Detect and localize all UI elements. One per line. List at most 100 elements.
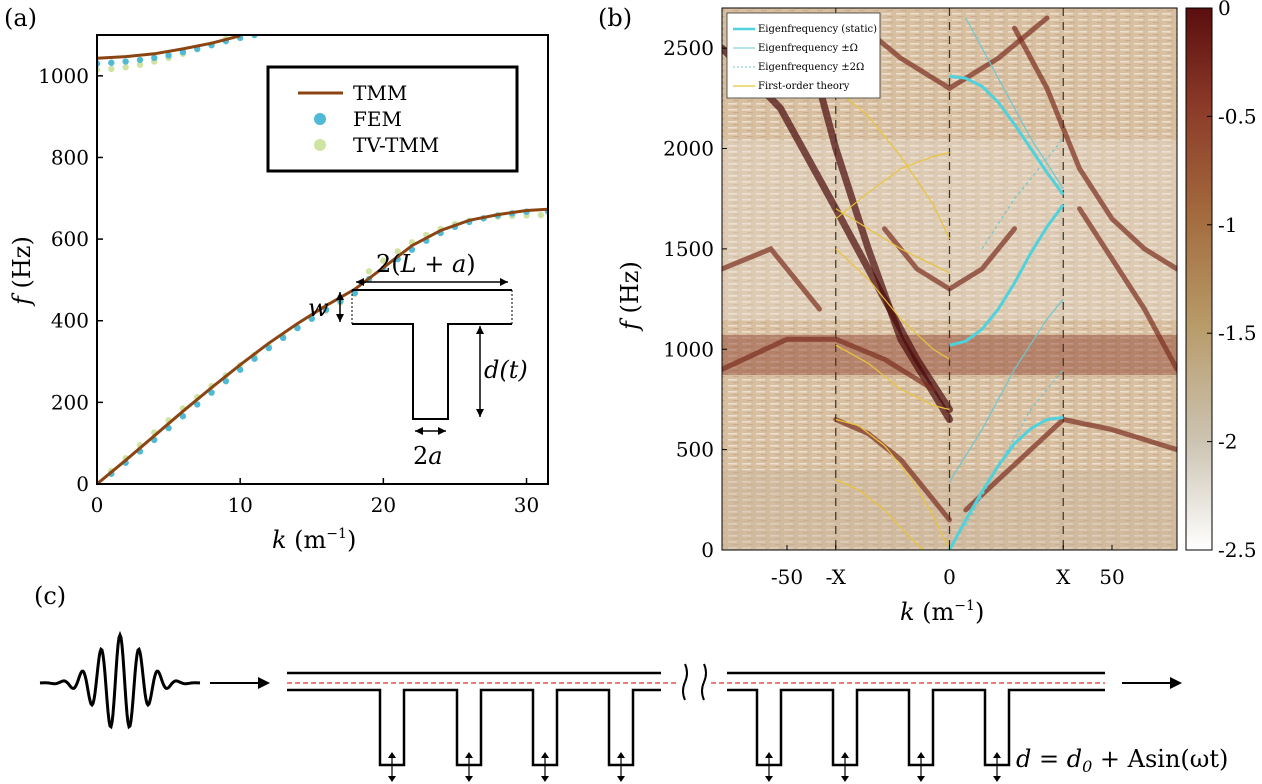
legend-fem-label: FEM	[353, 107, 402, 131]
colorbar-tick-label: -2	[1218, 430, 1237, 454]
colorbar-tick-label: -0.5	[1218, 104, 1257, 128]
legend-fem-swatch	[314, 113, 326, 125]
ytick-label: 1500	[663, 237, 714, 261]
heatmap-ridge	[1077, 206, 1177, 372]
omega-eigen-curve	[948, 298, 1064, 483]
inset-t-shape	[352, 323, 512, 420]
omega-eigen-curve	[965, 17, 1064, 190]
panel-c-label: (c)	[34, 582, 66, 610]
tvtmm-point	[136, 61, 144, 68]
modulation-equation: d = d0 + Asin(ωt)	[1016, 745, 1228, 776]
first-order-curve	[835, 248, 950, 360]
xtick-label: X	[1056, 565, 1071, 589]
static-eigen-curve	[949, 74, 1065, 196]
legend-omega: Eigenfrequency ±Ω	[758, 43, 858, 54]
panel-a-xlabel: k (m−1)	[272, 526, 356, 554]
ytick-label: 800	[51, 145, 89, 169]
fem-point	[179, 413, 187, 420]
panel-a-ylabel: f (Hz)	[8, 236, 36, 307]
panel-b-heatmap	[722, 8, 1177, 550]
heatmap-ridge	[722, 336, 936, 392]
ytick-label: 200	[51, 390, 89, 414]
panel-a-label: (a)	[4, 4, 37, 32]
first-order-curve	[835, 344, 950, 411]
panel-b-xlabel: k (m−1)	[900, 598, 984, 626]
first-order-curve	[835, 151, 950, 220]
tvtmm-point	[108, 65, 115, 73]
xtick-label: 20	[371, 493, 396, 517]
panel-a-legend: TMM FEM TV-TMM	[266, 65, 519, 173]
inset-width-label: 2(L + a)	[376, 250, 476, 278]
legend-tvtmm-label: TV-TMM	[353, 133, 439, 157]
xtick-label: 0	[91, 493, 104, 517]
legend-static: Eigenfrequency (static)	[758, 24, 877, 35]
colorbar: 0 -0.5 -1 -1.5 -2 -2.5	[1185, 0, 1257, 562]
heatmap-ridge	[833, 417, 952, 523]
xtick-label: 30	[514, 493, 539, 517]
waveguide-bottom	[727, 688, 1105, 767]
heatmap-ridge	[722, 245, 822, 312]
legend-first-order: First-order theory	[758, 81, 850, 92]
ytick-label: 0	[76, 472, 89, 496]
panel-b-label: (b)	[598, 4, 632, 32]
inset-d-label: d(t)	[484, 356, 528, 384]
tvtmm-point	[537, 211, 545, 219]
tvtmm-point	[394, 248, 401, 255]
modulation-arrowheads	[993, 752, 1001, 782]
modulation-arrowheads	[917, 752, 925, 782]
tmm-curve	[97, 207, 548, 484]
heatmap-ridge	[963, 416, 1177, 513]
static-eigen-curve	[949, 203, 1065, 347]
ytick-label: 2500	[663, 36, 714, 60]
heatmap-ridge	[1012, 25, 1177, 272]
xtick-label: 0	[943, 565, 956, 589]
legend-tmm-label: TMM	[353, 81, 407, 105]
ytick-label: 2000	[663, 137, 714, 161]
modulation-arrowheads	[617, 752, 625, 782]
colorbar-tick-label: -2.5	[1218, 538, 1257, 562]
ytick-label: 1000	[38, 64, 89, 88]
fem-point	[222, 377, 230, 385]
legend-2omega: Eigenfrequency ±2Ω	[758, 62, 864, 73]
ytick-label: 0	[701, 538, 714, 562]
tvtmm-point	[122, 64, 129, 71]
first-order-curve	[835, 479, 924, 550]
ytick-label: 400	[51, 309, 89, 333]
modulation-arrowheads	[765, 752, 773, 782]
modulation-arrowheads	[541, 752, 549, 782]
ytick-label: 500	[676, 438, 714, 462]
fem-point	[194, 401, 201, 408]
first-order-curve	[835, 418, 951, 550]
tvtmm-point	[365, 268, 373, 275]
wave-packet	[39, 630, 201, 730]
inset-2a-label: 2a	[413, 442, 443, 470]
waveguide-bottom	[287, 688, 661, 767]
input-arrowhead	[258, 677, 270, 689]
heatmap-ridge	[849, 15, 1050, 92]
first-order-curve	[835, 208, 950, 274]
break-symbol	[676, 663, 710, 701]
fem-point	[265, 344, 273, 352]
panel-a-data	[97, 35, 548, 484]
tvtmm-point	[380, 257, 387, 264]
heatmap-ridge	[799, 24, 953, 423]
xtick-label: -X	[826, 565, 847, 589]
fem-point	[165, 52, 172, 59]
legend-tvtmm-swatch	[314, 139, 326, 151]
ytick-label: 1000	[663, 337, 714, 361]
xtick-label: 10	[227, 493, 252, 517]
xtick-label: 50	[1099, 565, 1124, 589]
panel-b-ylabel: f (Hz)	[616, 261, 644, 332]
fem-point	[208, 389, 215, 396]
panel-a-ticks: 0 10 20 30 0 200 400 600 800 1000	[38, 64, 539, 517]
colorbar-tick-label: 0	[1218, 0, 1231, 20]
resonator-array	[287, 688, 1105, 782]
two-omega-eigen-curve	[981, 138, 1064, 250]
modulation-arrowheads	[465, 752, 473, 782]
fem-point	[136, 56, 144, 64]
first-order-curve	[835, 87, 951, 240]
panel-a-inset	[336, 278, 513, 435]
